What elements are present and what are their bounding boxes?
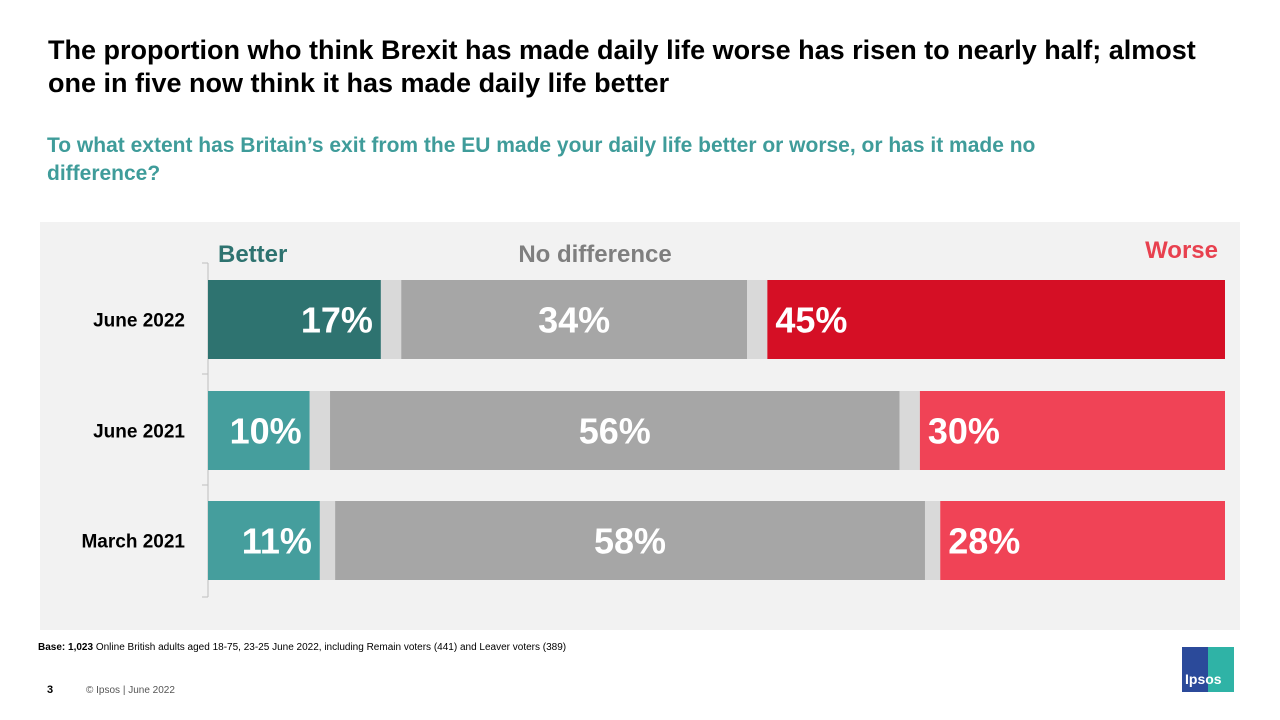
data-label: 34% <box>538 300 610 341</box>
bar-segment <box>319 501 336 580</box>
data-label: 11% <box>242 521 312 562</box>
base-note: Base: 1,023 Online British adults aged 1… <box>38 642 566 653</box>
base-label: Base: <box>38 642 66 653</box>
bar-segment <box>208 280 381 359</box>
data-label: 30% <box>928 411 1000 452</box>
legend-better: Better <box>218 241 287 268</box>
bar-segment <box>767 280 1225 359</box>
bar-segment <box>747 280 768 359</box>
legend-worse: Worse <box>1145 237 1218 264</box>
data-label: 17% <box>301 300 373 341</box>
bar-segment <box>208 501 320 580</box>
bar-segment <box>899 391 920 470</box>
data-label: 56% <box>579 411 651 452</box>
category-label: June 2021 <box>93 422 185 443</box>
bar-segment <box>401 280 748 359</box>
data-label: 28% <box>948 521 1020 562</box>
legend-no-difference: No difference <box>518 241 671 268</box>
bar-segment <box>380 280 402 359</box>
data-label: 45% <box>775 300 847 341</box>
copyright: © Ipsos | June 2022 <box>86 685 175 696</box>
category-label: March 2021 <box>81 532 185 553</box>
data-label: 58% <box>594 521 666 562</box>
ipsos-logo: Ipsos <box>1182 647 1234 692</box>
base-count: 1,023 <box>68 642 94 653</box>
question-subtitle: To what extent has Britain’s exit from t… <box>47 134 1036 185</box>
slide-title: The proportion who think Brexit has made… <box>48 35 1196 98</box>
bar-segment <box>940 501 1225 580</box>
bar-segment <box>208 391 310 470</box>
page-number: 3 <box>47 684 54 696</box>
data-label: 10% <box>230 411 302 452</box>
bar-segment <box>924 501 941 580</box>
bar-segment <box>330 391 900 470</box>
logo-text: Ipsos <box>1185 671 1222 687</box>
base-text: Online British adults aged 18-75, 23-25 … <box>95 642 567 653</box>
bar-segment <box>335 501 925 580</box>
bar-segment <box>919 391 1225 470</box>
bar-segment <box>309 391 331 470</box>
category-label: June 2022 <box>93 311 185 332</box>
